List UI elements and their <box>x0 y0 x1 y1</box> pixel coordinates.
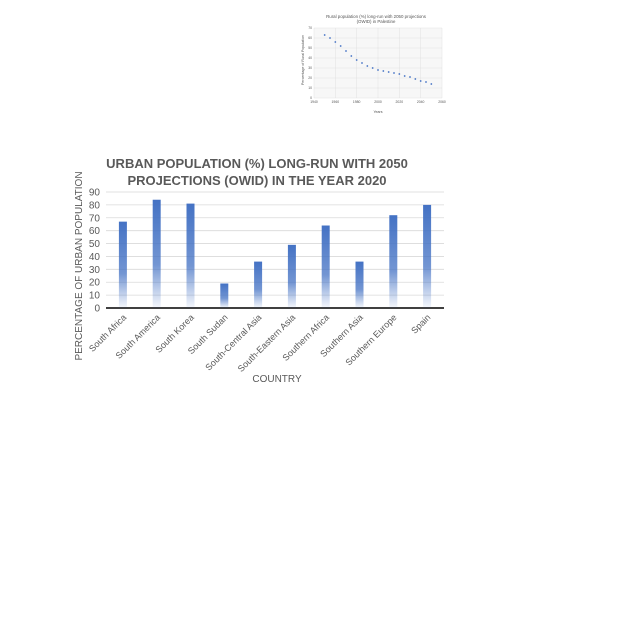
data-point <box>329 37 331 39</box>
data-point <box>382 70 385 72</box>
data-point <box>339 45 342 47</box>
main-chart-x-axis-label: COUNTRY <box>252 374 302 385</box>
small-x-tick-label: 1940 <box>310 100 318 104</box>
y-tick-label: 50 <box>89 239 101 250</box>
small-chart-x-axis-label: Years <box>373 110 382 114</box>
small-y-tick-label: 10 <box>308 86 312 90</box>
data-point <box>419 80 422 82</box>
small-y-tick-label: 70 <box>308 26 312 30</box>
data-point <box>377 69 379 71</box>
y-tick-label: 40 <box>89 252 101 263</box>
data-point <box>371 67 374 69</box>
small-chart-y-axis-label: Percentage of Rural Population <box>301 35 305 85</box>
y-tick-label: 20 <box>89 278 101 289</box>
small-x-tick-label: 1980 <box>353 100 361 104</box>
data-point <box>355 59 358 61</box>
data-point <box>414 78 417 80</box>
y-tick-label: 30 <box>89 265 101 276</box>
small-chart-title-line-1: Rural population (%) long-run with 2050 … <box>326 14 427 19</box>
small-x-tick-label: 2040 <box>417 100 425 104</box>
bar <box>423 204 432 308</box>
main-chart-y-axis-label: PERCENTAGE OF URBAN POPULATION <box>74 171 85 360</box>
small-x-tick-label: 2020 <box>396 100 404 104</box>
bar <box>186 203 195 308</box>
data-point <box>430 83 433 85</box>
data-point <box>334 41 337 43</box>
urban-population-chart: URBAN POPULATION (%) LONG-RUN WITH 2050 … <box>68 150 452 386</box>
bar <box>254 261 263 308</box>
data-point <box>387 71 390 73</box>
small-y-tick-label: 0 <box>310 96 312 100</box>
main-chart-title-line-2: PROJECTIONS (OWID) IN THE YEAR 2020 <box>127 173 386 188</box>
small-y-tick-label: 50 <box>308 46 312 50</box>
bar <box>220 283 229 308</box>
y-tick-label: 10 <box>89 291 101 302</box>
small-y-tick-label: 40 <box>308 56 312 60</box>
data-point <box>425 81 427 83</box>
small-x-tick-label: 1960 <box>332 100 340 104</box>
small-y-tick-label: 20 <box>308 76 312 80</box>
bar <box>389 215 398 308</box>
data-point <box>409 76 411 78</box>
data-point <box>366 65 369 67</box>
y-tick-label: 90 <box>89 188 101 199</box>
y-tick-label: 80 <box>89 200 101 211</box>
rural-population-chart: Rural population (%) long-run with 2050 … <box>296 10 448 118</box>
data-point <box>361 62 363 64</box>
data-point <box>345 50 347 52</box>
y-tick-label: 70 <box>89 213 101 224</box>
small-y-tick-label: 60 <box>308 36 312 40</box>
small-chart-title-line-2: (OWID) in Palestine <box>357 19 396 24</box>
y-tick-label: 0 <box>94 304 100 315</box>
data-point <box>398 73 401 75</box>
bar <box>118 221 127 308</box>
data-point <box>393 72 395 74</box>
data-point <box>323 34 326 36</box>
small-x-tick-label: 2060 <box>438 100 446 104</box>
main-chart-title-line-1: URBAN POPULATION (%) LONG-RUN WITH 2050 <box>106 156 408 171</box>
bar <box>321 225 330 308</box>
data-point <box>403 75 406 77</box>
small-x-tick-label: 2000 <box>374 100 382 104</box>
bar <box>355 261 364 308</box>
y-tick-label: 60 <box>89 226 101 237</box>
bar <box>152 199 161 308</box>
bar <box>287 244 296 308</box>
small-y-tick-label: 30 <box>308 66 312 70</box>
data-point <box>350 55 353 57</box>
